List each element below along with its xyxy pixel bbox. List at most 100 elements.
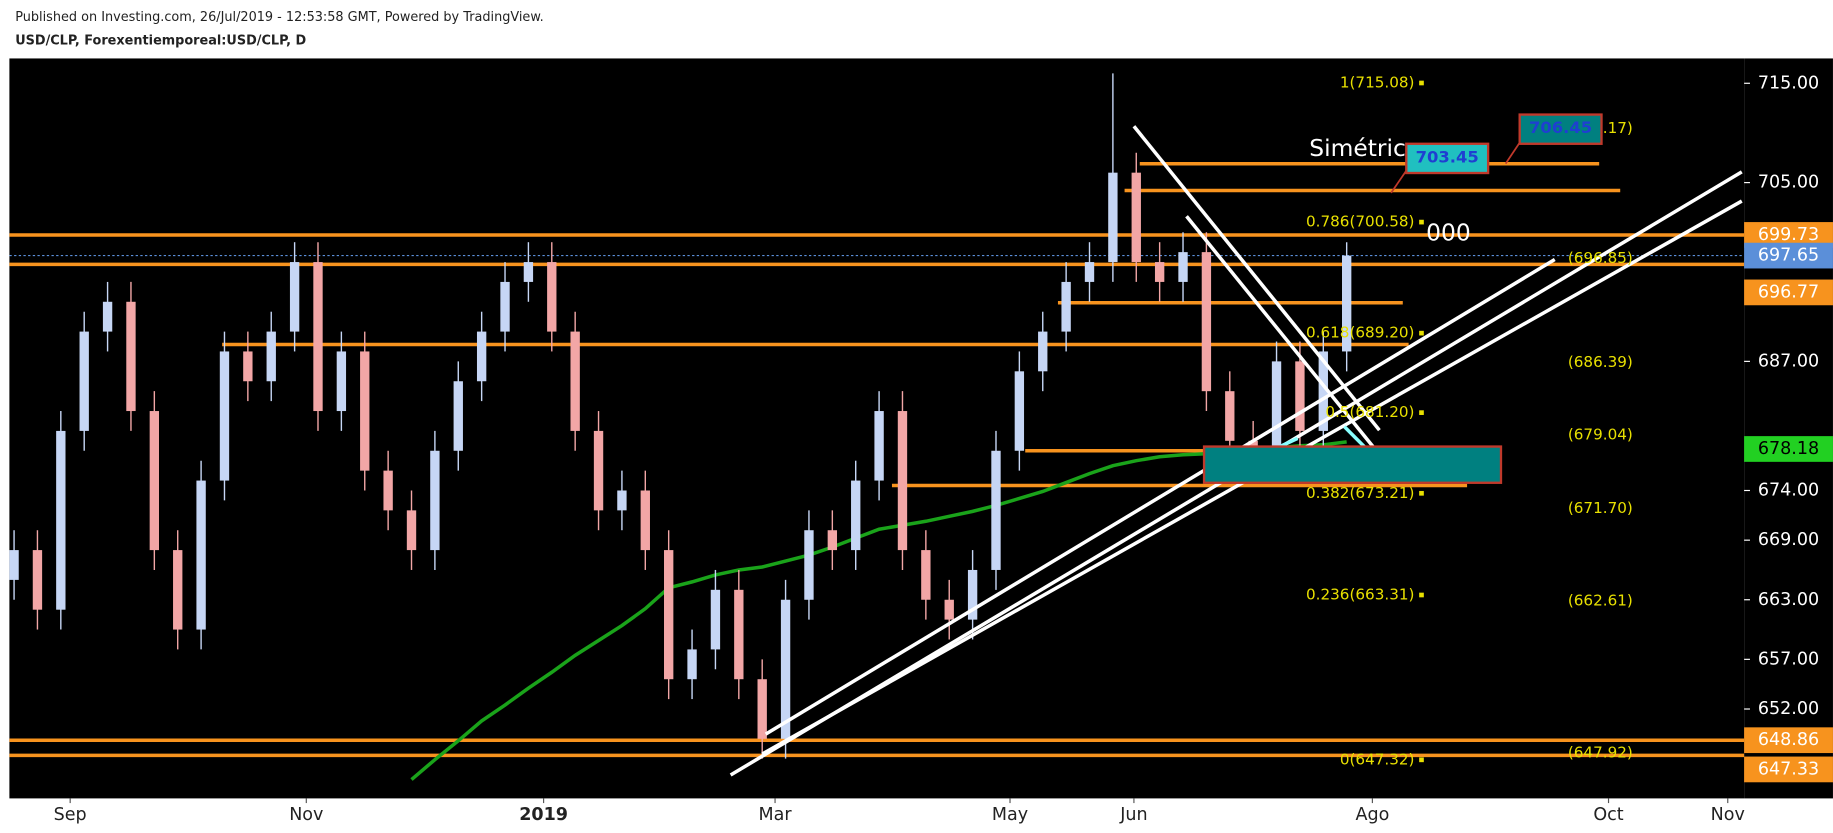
moving-average	[410, 440, 1347, 781]
fib-marker	[1419, 490, 1424, 496]
plot-layer	[9, 73, 1745, 781]
candle-body	[1131, 172, 1141, 263]
candle-body	[313, 262, 323, 412]
price-label: 678.18	[1758, 439, 1819, 459]
candle-body	[734, 589, 744, 680]
candle-body	[453, 381, 463, 451]
fib-label: 0.382(673.21)	[1306, 484, 1414, 502]
fib-marker	[1419, 80, 1424, 86]
target-box	[1518, 113, 1603, 145]
candle-body	[149, 411, 160, 551]
x-tick-label: May	[992, 805, 1028, 825]
candle-body	[360, 351, 370, 471]
candle-body	[1038, 331, 1048, 372]
header-symbol: USD/CLP, Forexentiemporeal:USD/CLP, D	[15, 33, 306, 48]
candle-body	[79, 331, 89, 431]
candle-body	[1154, 262, 1165, 282]
candle-body	[196, 480, 206, 630]
callout-pointer	[1504, 142, 1521, 165]
price-label: 648.86	[1758, 730, 1819, 750]
candle-body	[710, 589, 721, 650]
candle-body	[897, 411, 908, 551]
candle-body	[476, 331, 487, 382]
candle-body	[617, 490, 627, 511]
y-tick-label: 652.00	[1758, 699, 1819, 719]
target-label: 703.45	[1416, 147, 1479, 166]
candle-body	[804, 530, 814, 600]
candle-body	[640, 490, 650, 551]
fib-label: (671.70)	[1568, 499, 1633, 517]
candle-body	[570, 331, 580, 431]
fib-label: (647.92)	[1568, 743, 1633, 761]
fib-marker	[1419, 757, 1424, 763]
price-label: 647.33	[1758, 759, 1819, 779]
candle-body	[687, 649, 697, 680]
x-tick-label: 2019	[519, 805, 568, 825]
candle-body	[874, 411, 884, 481]
price-axis	[1744, 58, 1833, 799]
candle-body	[1108, 172, 1118, 263]
candle-body	[383, 470, 393, 511]
target-box	[1405, 142, 1490, 175]
candle-body	[1225, 391, 1235, 441]
target-label: 706.45	[1529, 118, 1592, 137]
candle-body	[1084, 262, 1095, 282]
candle-body	[944, 599, 954, 620]
candle-body	[523, 262, 534, 282]
y-tick-label: 687.00	[1758, 351, 1819, 371]
candle-body	[827, 530, 838, 551]
candle-body	[9, 550, 19, 580]
y-tick-label: 663.00	[1758, 590, 1819, 610]
price-label: 696.77	[1758, 282, 1819, 302]
candle-body	[593, 430, 604, 511]
candle-body	[32, 550, 43, 610]
y-tick-label: 669.00	[1758, 530, 1819, 550]
axes: 715.00 705.00 687.00 674.00 669.00 663.00 657.…	[54, 73, 1833, 825]
candle-body	[991, 450, 1001, 570]
price-label-box	[1744, 242, 1833, 269]
candle-body	[921, 550, 931, 600]
candle-body	[289, 262, 300, 332]
x-tick-label: Nov	[289, 805, 323, 825]
fib-label: 0(647.32)	[1340, 750, 1415, 768]
x-tick-label: Jun	[1119, 805, 1147, 825]
fib-label: (679.04)	[1568, 425, 1633, 443]
candle-body	[1318, 351, 1328, 431]
annotation-text: 000	[1426, 218, 1471, 246]
candle-body	[102, 301, 113, 332]
x-tick-label: Sep	[54, 805, 87, 825]
y-tick-label: 674.00	[1758, 480, 1819, 500]
candle-body	[126, 301, 136, 412]
y-tick-label: 715.00	[1758, 73, 1819, 93]
fib-label: 0.618(689.20)	[1306, 324, 1414, 342]
candle-body	[1295, 361, 1305, 431]
candle-body	[851, 480, 861, 551]
price-label-box	[1744, 727, 1833, 754]
candle-body	[1342, 255, 1352, 352]
candle-body	[1061, 281, 1071, 332]
y-tick-label: 705.00	[1758, 173, 1819, 193]
fib-label: (696.85)	[1568, 249, 1633, 267]
candle-body	[173, 550, 183, 630]
candle-body	[56, 430, 66, 610]
x-tick-label: Nov	[1711, 805, 1745, 825]
price-label-box	[1744, 279, 1833, 306]
header-published: Published on Investing.com, 26/Jul/2019 …	[15, 10, 544, 25]
fib-marker	[1419, 330, 1424, 336]
candle-body	[1178, 252, 1188, 282]
fib-labels: 1(715.08) 0.786(700.58) 0.618(689.20) 0.5(6…	[1306, 73, 1633, 768]
fib-label: (662.61)	[1568, 591, 1633, 609]
annotation-text: Simétric	[1309, 134, 1406, 162]
x-tick-label: Mar	[759, 805, 793, 825]
callout-pointer	[1390, 170, 1408, 194]
candle-body	[1014, 371, 1025, 451]
fib-marker	[1419, 410, 1424, 415]
candle-body	[1201, 252, 1212, 392]
fib-label: 0.5(681.20)	[1325, 403, 1414, 421]
candle-body	[780, 599, 791, 739]
y-tick-label: 657.00	[1758, 649, 1819, 669]
price-label: 699.73	[1758, 225, 1819, 245]
candle-body	[243, 351, 253, 382]
channel-line	[764, 258, 1556, 736]
